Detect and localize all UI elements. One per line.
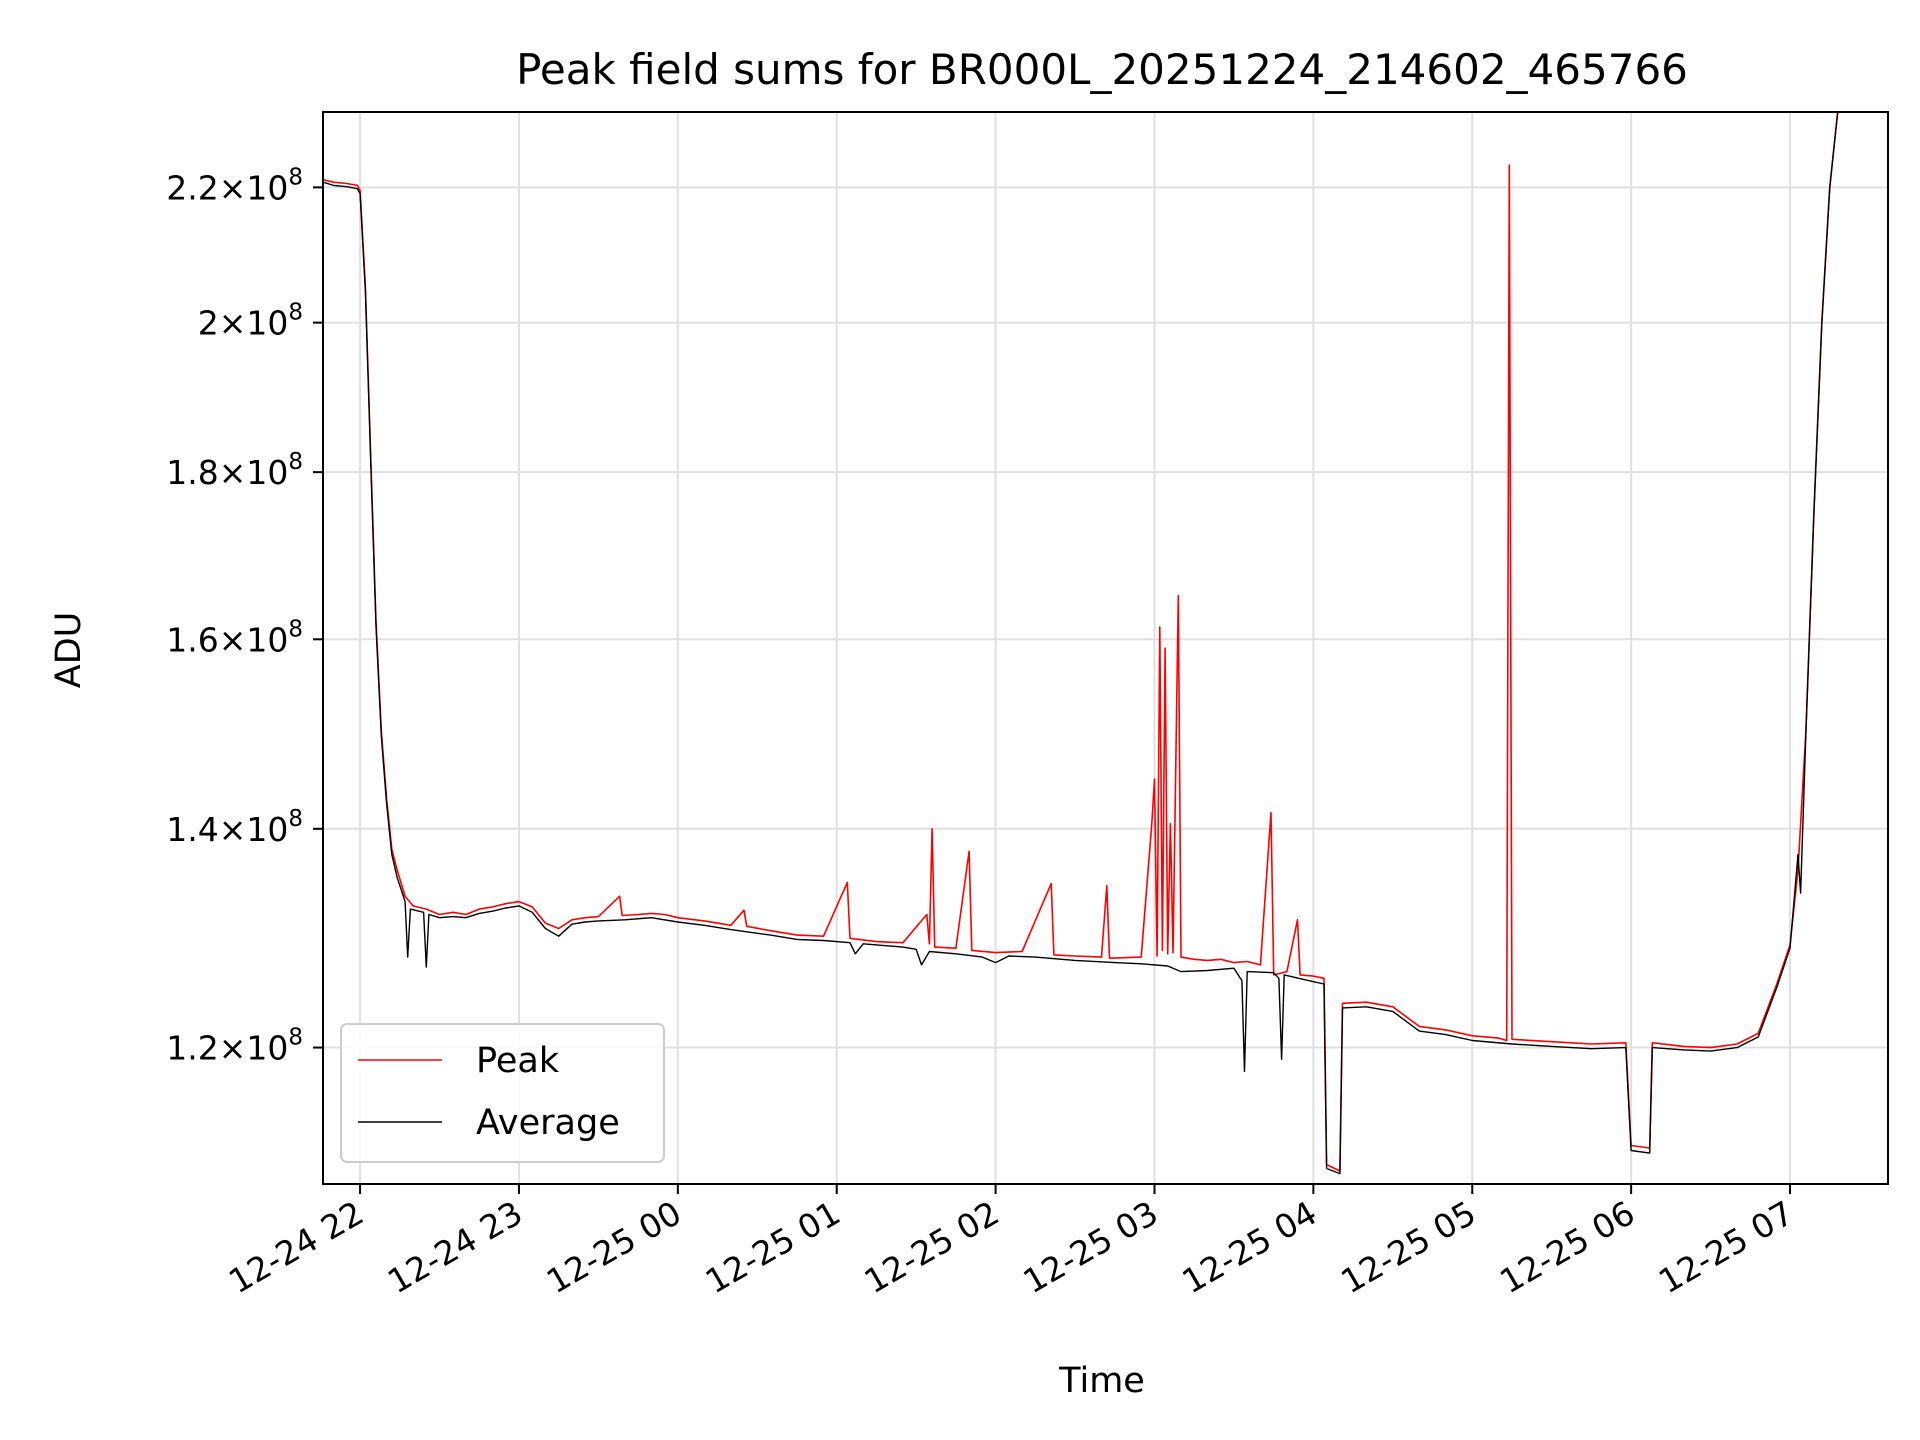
y-tick-exponent: 8 (288, 1025, 303, 1051)
legend-label-peak: Peak (476, 1041, 560, 1081)
y-tick-mantissa: 2 (198, 304, 219, 343)
y-tick-mantissa: 1.8 (166, 453, 218, 492)
y-tick-times: ×10 (219, 453, 289, 492)
y-tick-exponent: 8 (288, 616, 303, 642)
y-tick-times: ×10 (219, 620, 289, 659)
x-axis-label: Time (1058, 1361, 1145, 1401)
y-tick-exponent: 8 (288, 806, 303, 832)
y-tick-mantissa: 1.6 (166, 620, 218, 659)
series-line-average (323, 112, 1888, 1175)
plot-lines (323, 112, 1888, 1175)
y-tick-label: 1.8×108 (166, 449, 303, 492)
y-tick-mantissa: 1.4 (166, 810, 218, 849)
chart-title: Peak field sums for BR000L_20251224_2146… (516, 45, 1688, 94)
plot-frame (322, 111, 1889, 1185)
y-tick-exponent: 8 (288, 164, 303, 190)
y-tick-times: ×10 (219, 168, 289, 207)
y-tick-times: ×10 (219, 810, 289, 849)
y-axis-label: ADU (49, 612, 89, 689)
y-tick-times: ×10 (219, 1029, 289, 1068)
y-tick-exponent: 8 (288, 300, 303, 326)
legend-box (340, 1023, 665, 1163)
series-line-peak (323, 112, 1888, 1172)
y-tick-label: 2.2×108 (166, 164, 303, 207)
y-tick-label: 1.2×108 (166, 1025, 303, 1068)
y-tick-mantissa: 1.2 (166, 1029, 218, 1068)
y-tick-times: ×10 (219, 304, 289, 343)
legend: Peak Average (340, 1023, 665, 1163)
y-tick-label: 1.4×108 (166, 806, 303, 849)
y-tick-exponent: 8 (288, 449, 303, 475)
y-tick-label: 2×108 (198, 300, 303, 343)
y-tick-mantissa: 2.2 (166, 168, 218, 207)
grid (323, 112, 1888, 1184)
y-tick-label: 1.6×108 (166, 616, 303, 659)
legend-label-average: Average (476, 1103, 620, 1143)
